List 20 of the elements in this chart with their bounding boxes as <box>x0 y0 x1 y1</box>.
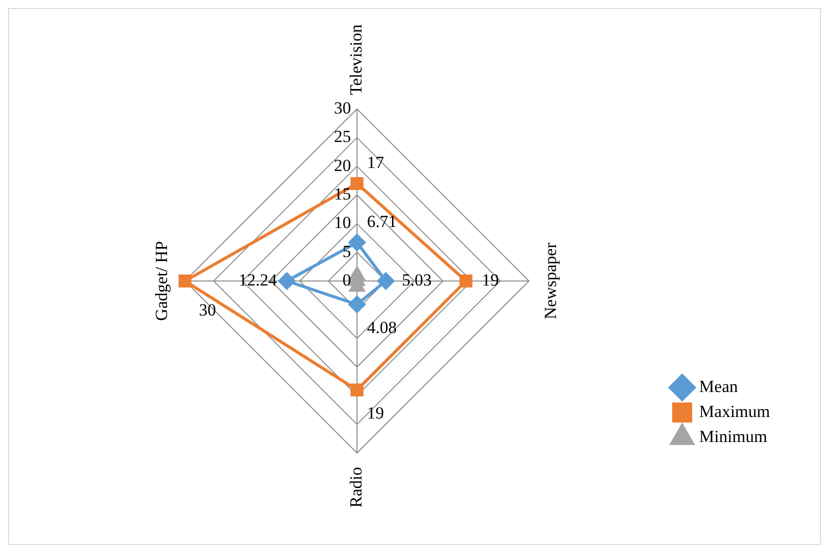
spoke-label: Radio <box>346 467 366 508</box>
data-label: 6.71 <box>367 212 397 231</box>
y-tick-label: 0 <box>342 270 351 290</box>
data-label: 19 <box>482 270 499 290</box>
spoke-label: Newspaper <box>540 242 560 320</box>
data-label: 4.08 <box>367 318 397 337</box>
spoke-label: Gadget/ HP <box>152 241 171 321</box>
data-label: 5.03 <box>402 270 432 290</box>
legend-label: Minimum <box>699 426 768 446</box>
y-tick-label: 25 <box>334 127 351 146</box>
data-label: 30 <box>199 300 216 320</box>
y-tick-label: 30 <box>334 98 351 118</box>
data-label: 19 <box>367 403 384 422</box>
legend-label: Maximum <box>699 402 770 421</box>
y-tick-label: 20 <box>334 156 351 175</box>
spoke-label: Television <box>346 24 366 95</box>
data-label: 12.24 <box>238 270 278 290</box>
data-label: 17 <box>367 153 384 172</box>
legend-label: Mean <box>699 376 738 396</box>
y-tick-label: 10 <box>334 213 351 232</box>
